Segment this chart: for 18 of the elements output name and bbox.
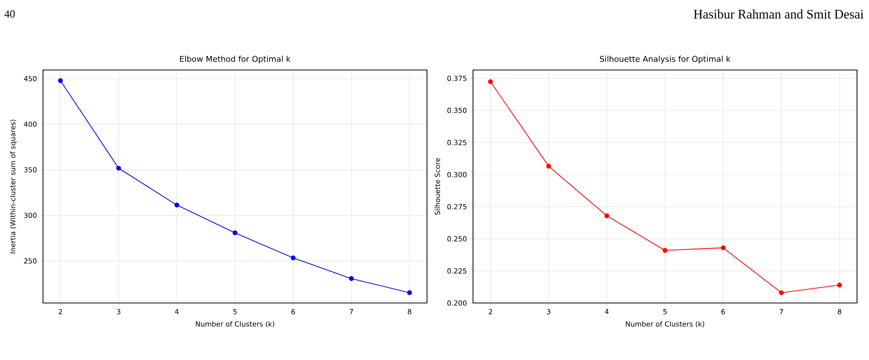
chart-title: Elbow Method for Optimal k [180, 56, 291, 64]
chart-title: Silhouette Analysis for Optimal k [600, 56, 731, 64]
point [407, 290, 412, 296]
point [488, 79, 493, 84]
point [720, 245, 726, 250]
point [348, 276, 354, 281]
point [662, 248, 668, 253]
point [546, 164, 552, 169]
point [837, 282, 842, 288]
point [232, 230, 238, 236]
point [116, 166, 122, 171]
point [604, 213, 610, 218]
point [778, 290, 784, 296]
text: 40 [4, 10, 15, 18]
point [290, 255, 296, 260]
text: Hasibur Rahman and Smit Desai [694, 9, 864, 19]
point [58, 78, 63, 84]
point [174, 202, 180, 208]
